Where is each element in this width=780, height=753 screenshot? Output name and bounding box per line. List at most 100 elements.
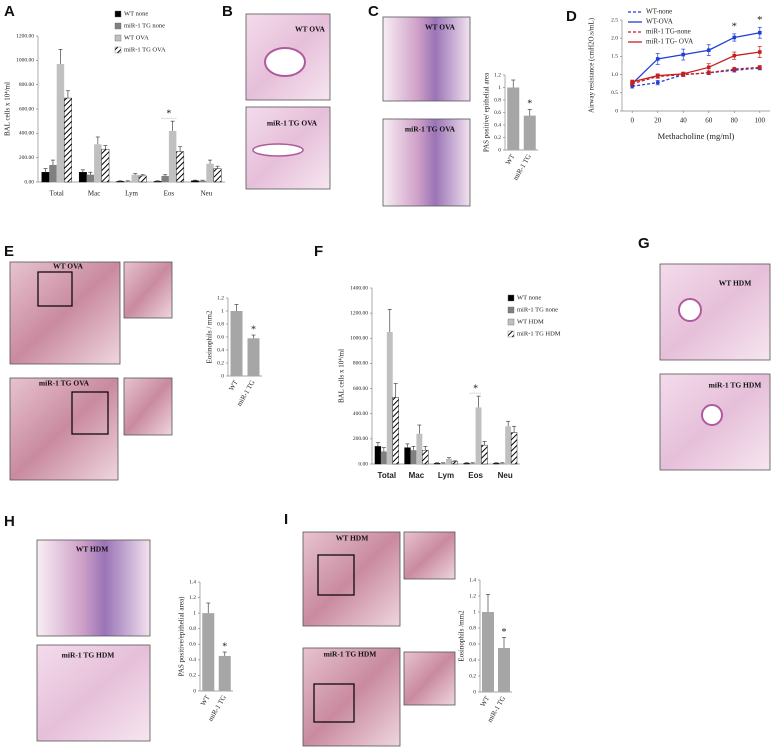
legend-swatch (114, 34, 122, 42)
x-tick-label: 80 (731, 117, 739, 125)
y-tick-label: 0.6 (189, 642, 196, 648)
annotation: * (473, 383, 478, 394)
bar (94, 144, 102, 182)
y-axis-label: BAL cells x 10⁴/ml (4, 82, 12, 136)
y-tick-label: 600.00 (19, 106, 34, 112)
bar (482, 612, 494, 692)
micrograph (302, 531, 401, 627)
bar (206, 163, 214, 182)
point (706, 65, 711, 70)
y-tick-label: 0 (193, 688, 196, 694)
y-tick-label: 1 (473, 609, 476, 615)
bar (168, 130, 177, 182)
bar (230, 311, 243, 376)
micrograph-caption: WT HDM (336, 534, 369, 543)
micrograph-caption: miR-1 TG OVA (267, 119, 318, 128)
bar (392, 397, 399, 465)
y-tick-label: 0.4 (217, 347, 224, 353)
bar (451, 461, 459, 465)
x-tick-label: 60 (705, 117, 713, 125)
legend-label: miR-1 TG none (517, 306, 558, 313)
y-tick-label: 1.2 (217, 295, 224, 301)
y-axis-label: PAS positive/ epithelial area (483, 72, 491, 152)
micrograph (9, 261, 121, 365)
y-tick-label: 800.00 (353, 361, 368, 367)
legend-label: miR-1 TG-none (646, 28, 691, 36)
bar (86, 174, 95, 182)
x-tick-label: WT (227, 378, 240, 392)
y-tick-label: 0.6 (494, 110, 501, 116)
bar (49, 164, 57, 182)
y-tick-label: 0.4 (494, 122, 501, 128)
x-tick-label: 40 (680, 117, 688, 125)
point (732, 67, 737, 71)
micrograph-caption: WT OVA (53, 262, 84, 271)
x-tick-label: Lym (438, 471, 454, 480)
x-tick-label: WT (479, 694, 492, 708)
y-tick-label: 1000.00 (16, 58, 34, 64)
micrograph (9, 377, 119, 481)
annotation: * (527, 99, 532, 110)
micrograph-inset (123, 377, 173, 436)
bar (404, 447, 411, 465)
y-tick-label: 0.00 (358, 461, 368, 467)
y-tick-label: 1.2 (189, 595, 196, 601)
legend-label: WT none (517, 294, 541, 301)
y-tick-label: 200.00 (353, 436, 368, 442)
bar (463, 463, 470, 465)
point (706, 70, 711, 75)
panel-letter: D (566, 8, 577, 25)
y-tick-label: 0.2 (494, 135, 501, 141)
bar (507, 87, 520, 150)
micrograph-caption: miR-1 TG HDM (62, 651, 115, 660)
legend-label: WT none (124, 10, 148, 17)
point (757, 65, 762, 70)
series-line (632, 66, 760, 85)
y-tick-label: 0.5 (611, 90, 618, 96)
airway (678, 298, 702, 322)
micrograph-inset (403, 651, 456, 706)
panel-letter: E (4, 243, 14, 260)
y-tick-label: 800.00 (19, 82, 34, 88)
micrograph-caption: WT OVA (425, 23, 456, 32)
bar (416, 433, 423, 464)
bar (410, 450, 417, 464)
bar (440, 463, 446, 464)
legend-label: WT-OVA (646, 18, 673, 26)
x-tick-label: Neu (200, 190, 212, 198)
y-tick-label: 1.4 (189, 579, 196, 585)
annotation: * (222, 641, 227, 652)
panel-letter: C (368, 3, 379, 20)
legend-label: miR-1 TG HDM (517, 330, 561, 337)
legend-swatch (507, 318, 515, 326)
y-tick-label: 400.00 (353, 411, 368, 417)
x-tick-label: Lym (125, 190, 138, 198)
bar (498, 648, 510, 692)
point (732, 35, 737, 40)
x-tick-label: Eos (468, 471, 483, 480)
legend-swatch (507, 306, 515, 314)
legend-label: WT-none (646, 8, 672, 16)
panel-letter: G (638, 235, 650, 252)
x-tick-label: Eos (164, 190, 175, 198)
y-tick-label: 0.8 (217, 321, 224, 327)
y-tick-label: 0.8 (469, 625, 476, 631)
y-tick-label: 1 (498, 85, 501, 91)
bar (63, 97, 72, 183)
y-tick-label: 200.00 (19, 155, 34, 161)
series-line (631, 32, 760, 85)
micrograph (36, 539, 151, 637)
point (681, 72, 686, 76)
bar (78, 172, 87, 183)
y-tick-label: 0.2 (469, 673, 476, 679)
y-tick-label: 0.8 (189, 626, 196, 632)
bar (41, 172, 50, 183)
y-tick-label: 1.2 (494, 72, 501, 78)
y-axis-label: PAS positive/epithelial area) (178, 596, 186, 677)
bar (446, 458, 452, 464)
point (681, 52, 686, 57)
y-axis-label: BAL cells x 10⁴/ml (338, 349, 346, 403)
zoom-box (313, 683, 355, 723)
y-tick-label: 1400.00 (350, 285, 368, 291)
micrograph (302, 647, 401, 747)
